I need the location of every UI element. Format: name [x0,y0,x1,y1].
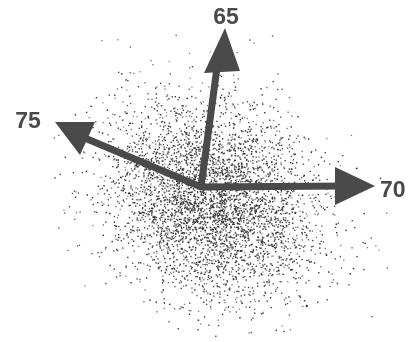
vector-label-65: 65 [213,3,239,29]
vector-arrows [55,28,375,205]
vector-label-75: 75 [15,107,41,133]
vector-70-arrowhead [335,167,375,205]
vector-65-shaft [197,56,222,191]
vector-75-shaft [76,132,205,191]
vector-70-shaft [197,182,354,191]
point-cloud [53,34,388,337]
vector-label-70: 70 [380,176,406,202]
vector-75-arrowhead [55,122,95,155]
vector-65-arrowhead [204,28,240,73]
